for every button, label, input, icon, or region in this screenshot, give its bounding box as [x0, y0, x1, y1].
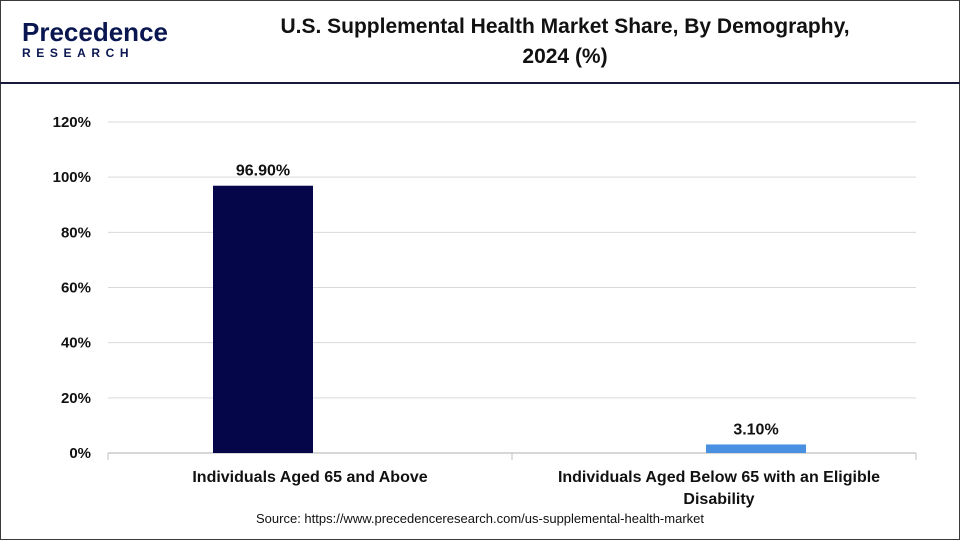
y-tick-label: 60%: [61, 280, 91, 297]
bar: [706, 444, 806, 453]
y-tick-label: 100%: [53, 169, 91, 186]
y-tick-label: 20%: [61, 390, 91, 407]
logo-brand-text: Precedence: [22, 17, 168, 47]
x-category-label: Disability: [683, 491, 754, 508]
y-tick-label: 120%: [53, 114, 91, 131]
y-tick-label: 40%: [61, 335, 91, 352]
bar: [213, 185, 313, 453]
bar-chart: 0% 20% 40% 60% 80% 100% 120% 96.90% Individuals …: [53, 114, 917, 508]
x-category-label: Individuals Aged 65 and Above: [192, 469, 427, 486]
header: Precedence RESEARCH U.S. Supplemental He…: [0, 0, 960, 84]
y-tick-label: 0%: [69, 445, 91, 462]
precedence-research-logo: Precedence RESEARCH: [14, 14, 168, 64]
chart-title-line-2: 2024 (%): [522, 45, 608, 68]
logo-sub-text: RESEARCH: [22, 46, 135, 60]
chart-title: U.S. Supplemental Health Market Share, B…: [220, 12, 910, 72]
data-label: 96.90%: [236, 163, 290, 180]
data-label: 3.10%: [733, 421, 778, 438]
source-note: Source: https://www.precedenceresearch.c…: [256, 511, 704, 526]
chart-title-line-1: U.S. Supplemental Health Market Share, B…: [280, 15, 850, 38]
y-tick-label: 80%: [61, 224, 91, 241]
x-category-label: Individuals Aged Below 65 with an Eligib…: [558, 469, 880, 486]
